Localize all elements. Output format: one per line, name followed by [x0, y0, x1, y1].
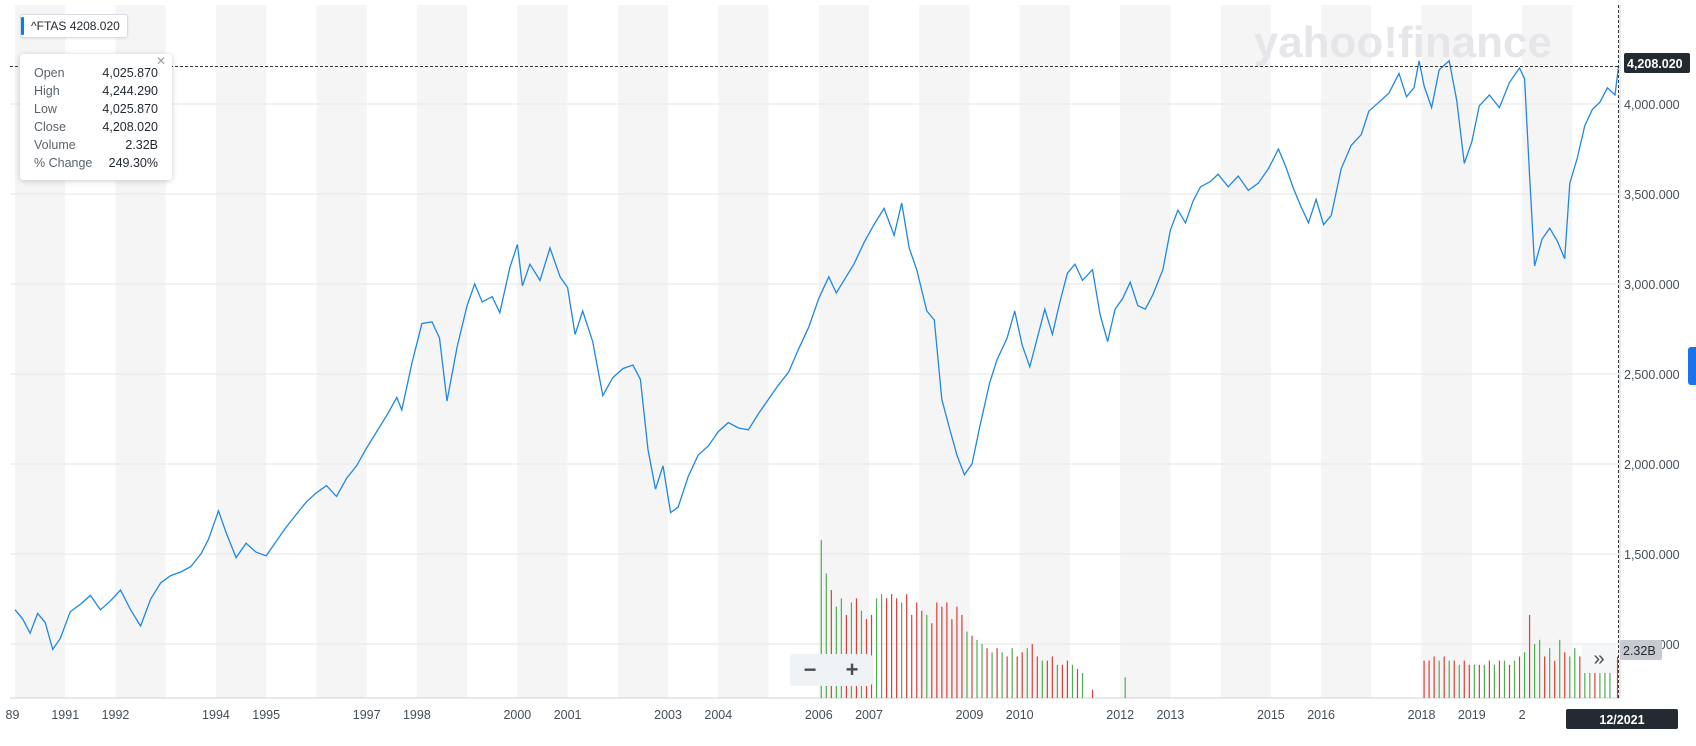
year-stripe — [1321, 5, 1372, 698]
year-stripe — [215, 5, 267, 698]
x-tick-label: 2010 — [1006, 708, 1034, 722]
grid-lines — [10, 5, 1621, 699]
x-tick-label: 2015 — [1257, 708, 1285, 722]
side-panel-toggle[interactable] — [1688, 347, 1696, 385]
year-stripe — [316, 5, 367, 698]
cursor-date-text: 12/2021 — [1599, 713, 1644, 727]
x-tick-label: 1998 — [403, 708, 431, 722]
x-tick-label: 1992 — [102, 708, 130, 722]
tooltip-row-volume: Volume 2.32B — [34, 138, 158, 152]
y-tick-label: 4,000.000 — [1624, 98, 1680, 112]
x-tick-label: 1995 — [252, 708, 280, 722]
x-tick-label: 2000 — [503, 708, 531, 722]
x-tick-label: 2006 — [805, 708, 833, 722]
x-tick-label: 89 — [6, 708, 20, 722]
tooltip-row-open: Open 4,025.870 — [34, 66, 158, 80]
year-stripe — [818, 5, 870, 698]
year-stripe — [1019, 5, 1070, 698]
scroll-to-end-button[interactable]: » — [1582, 645, 1616, 673]
x-tick-label: 2001 — [554, 708, 582, 722]
y-tick-label: 1,500.000 — [1624, 548, 1680, 562]
year-stripe — [919, 5, 970, 698]
x-tick-label: 1997 — [353, 708, 381, 722]
price-series-line — [14, 59, 1620, 651]
year-stripe — [1220, 5, 1271, 698]
x-tick-label: 2004 — [704, 708, 732, 722]
x-tick-label: 2013 — [1156, 708, 1184, 722]
tooltip-row-change: % Change 249.30% — [34, 156, 158, 170]
series-color-swatch — [21, 17, 24, 35]
x-tick-label: 2007 — [855, 708, 883, 722]
year-stripes — [15, 5, 1573, 698]
year-stripe — [718, 5, 769, 698]
x-tick-label: 1994 — [202, 708, 230, 722]
x-tick-label: 2016 — [1307, 708, 1335, 722]
x-tick-label: 2003 — [654, 708, 682, 722]
year-stripe — [617, 5, 669, 698]
tooltip-row-close: Close 4,208.020 — [34, 120, 158, 134]
cursor-volume-text: 2.32B — [1623, 644, 1656, 658]
zoom-out-button[interactable]: − — [803, 657, 817, 682]
y-tick-label: 2,000.000 — [1624, 458, 1680, 472]
volume-bars — [820, 540, 1619, 698]
zoom-in-button[interactable]: + — [845, 657, 859, 682]
x-tick-label: 1991 — [51, 708, 79, 722]
zoom-controls: − + — [790, 654, 872, 686]
year-stripe — [1522, 5, 1573, 698]
x-tick-label: 2009 — [956, 708, 984, 722]
x-tick-label: 2012 — [1106, 708, 1134, 722]
cursor-price-text: 4,208.020 — [1627, 57, 1683, 71]
series-legend-chip[interactable]: ^FTAS 4208.020 — [20, 14, 128, 38]
cursor-volume-label: 2.32B — [1620, 640, 1662, 660]
year-stripe — [1120, 5, 1171, 698]
y-tick-label: 3,500.000 — [1624, 188, 1680, 202]
tooltip-row-high: High 4,244.290 — [34, 84, 158, 98]
year-stripe — [416, 5, 468, 698]
year-stripe — [517, 5, 568, 698]
x-tick-label: 2 — [1519, 708, 1526, 722]
y-axis: 1,000.0001,500.0002,000.0002,500.0003,00… — [1624, 98, 1680, 652]
legend-value: 4208.020 — [69, 19, 120, 33]
tooltip-row-low: Low 4,025.870 — [34, 102, 158, 116]
x-tick-label: 2018 — [1408, 708, 1436, 722]
cursor-price-label: 4,208.020 — [1624, 53, 1690, 73]
yahoo-finance-watermark: yahoo!finance — [1254, 18, 1552, 67]
y-tick-label: 2,500.000 — [1624, 368, 1680, 382]
y-tick-label: 3,000.000 — [1624, 278, 1680, 292]
ohlc-tooltip: ✕ Open 4,025.870 High 4,244.290 Low 4,02… — [20, 54, 172, 180]
crosshair — [10, 5, 1620, 698]
x-axis: 89 1991 1992 1994 1995 1997 1998 2000 2001 2003 20… — [6, 708, 1526, 722]
x-tick-label: 2019 — [1458, 708, 1486, 722]
legend-symbol: ^FTAS — [31, 19, 67, 33]
year-stripe — [1421, 5, 1472, 698]
close-icon[interactable]: ✕ — [155, 54, 166, 68]
cursor-date-label: 12/2021 — [1566, 709, 1678, 729]
